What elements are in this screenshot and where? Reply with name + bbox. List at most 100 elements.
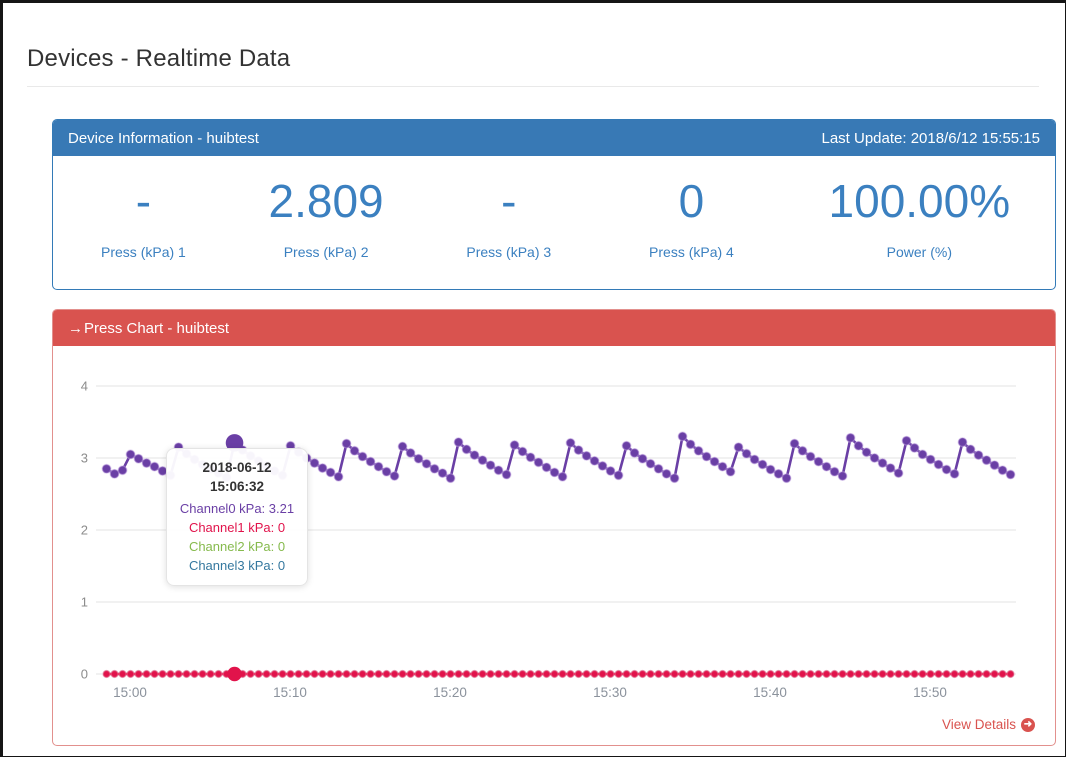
data-point[interactable]: [391, 671, 398, 678]
data-point[interactable]: [398, 442, 407, 451]
data-point[interactable]: [510, 441, 519, 450]
data-point[interactable]: [982, 456, 991, 465]
data-point[interactable]: [839, 671, 846, 678]
data-point[interactable]: [487, 671, 494, 678]
data-point[interactable]: [334, 472, 343, 481]
data-point[interactable]: [423, 671, 430, 678]
data-point[interactable]: [639, 671, 646, 678]
data-point[interactable]: [998, 466, 1007, 475]
data-point[interactable]: [415, 671, 422, 678]
data-point[interactable]: [127, 671, 134, 678]
data-point[interactable]: [975, 671, 982, 678]
data-point[interactable]: [895, 671, 902, 678]
data-point[interactable]: [303, 671, 310, 678]
data-point[interactable]: [655, 671, 662, 678]
view-details-link[interactable]: View Details➜: [942, 717, 1035, 732]
data-point[interactable]: [599, 671, 606, 678]
data-point[interactable]: [638, 454, 647, 463]
data-point[interactable]: [782, 474, 791, 483]
data-point[interactable]: [663, 671, 670, 678]
data-point[interactable]: [350, 447, 359, 456]
data-point[interactable]: [455, 671, 462, 678]
data-point[interactable]: [935, 671, 942, 678]
data-point[interactable]: [687, 671, 694, 678]
data-point[interactable]: [526, 453, 535, 462]
data-point[interactable]: [838, 472, 847, 481]
data-point[interactable]: [910, 444, 919, 453]
data-point[interactable]: [143, 671, 150, 678]
data-point[interactable]: [735, 671, 742, 678]
data-point[interactable]: [871, 671, 878, 678]
data-point[interactable]: [791, 671, 798, 678]
data-point[interactable]: [879, 671, 886, 678]
data-point[interactable]: [678, 432, 687, 441]
data-point[interactable]: [431, 671, 438, 678]
data-point[interactable]: [263, 671, 270, 678]
data-point[interactable]: [919, 671, 926, 678]
data-point[interactable]: [422, 459, 431, 468]
data-point[interactable]: [718, 462, 727, 471]
data-point[interactable]: [750, 455, 759, 464]
data-point[interactable]: [758, 460, 767, 469]
data-point[interactable]: [671, 671, 678, 678]
data-point[interactable]: [999, 671, 1006, 678]
data-point[interactable]: [607, 671, 614, 678]
data-point[interactable]: [911, 671, 918, 678]
data-point[interactable]: [807, 671, 814, 678]
data-point[interactable]: [591, 671, 598, 678]
data-point[interactable]: [134, 454, 143, 463]
data-point[interactable]: [590, 457, 599, 466]
data-point[interactable]: [863, 671, 870, 678]
data-point[interactable]: [983, 671, 990, 678]
data-point[interactable]: [734, 443, 743, 452]
data-point[interactable]: [318, 464, 327, 473]
data-point[interactable]: [815, 671, 822, 678]
data-point[interactable]: [295, 671, 302, 678]
data-point[interactable]: [110, 470, 119, 479]
data-point[interactable]: [407, 671, 414, 678]
active-point-channel1[interactable]: [227, 667, 241, 681]
data-point[interactable]: [335, 671, 342, 678]
data-point[interactable]: [783, 671, 790, 678]
data-point[interactable]: [150, 462, 159, 471]
data-point[interactable]: [454, 438, 463, 447]
data-point[interactable]: [534, 458, 543, 467]
data-point[interactable]: [327, 671, 334, 678]
data-point[interactable]: [726, 467, 735, 476]
data-point[interactable]: [494, 466, 503, 475]
data-point[interactable]: [375, 671, 382, 678]
data-point[interactable]: [319, 671, 326, 678]
data-point[interactable]: [527, 671, 534, 678]
data-point[interactable]: [359, 671, 366, 678]
data-point[interactable]: [575, 671, 582, 678]
data-point[interactable]: [830, 467, 839, 476]
data-point[interactable]: [855, 671, 862, 678]
data-point[interactable]: [495, 671, 502, 678]
data-point[interactable]: [903, 671, 910, 678]
data-point[interactable]: [574, 446, 583, 455]
data-point[interactable]: [614, 471, 623, 480]
data-point[interactable]: [902, 436, 911, 445]
data-point[interactable]: [287, 671, 294, 678]
data-point[interactable]: [159, 671, 166, 678]
data-point[interactable]: [606, 467, 615, 476]
data-point[interactable]: [383, 671, 390, 678]
data-point[interactable]: [310, 459, 319, 468]
data-point[interactable]: [679, 671, 686, 678]
data-point[interactable]: [583, 671, 590, 678]
data-point[interactable]: [446, 474, 455, 483]
data-point[interactable]: [766, 465, 775, 474]
data-point[interactable]: [831, 671, 838, 678]
data-point[interactable]: [255, 671, 262, 678]
data-point[interactable]: [486, 461, 495, 470]
data-point[interactable]: [406, 449, 415, 458]
data-point[interactable]: [463, 671, 470, 678]
data-point[interactable]: [887, 671, 894, 678]
data-point[interactable]: [374, 462, 383, 471]
data-point[interactable]: [631, 671, 638, 678]
data-point[interactable]: [878, 459, 887, 468]
data-point[interactable]: [959, 671, 966, 678]
data-point[interactable]: [790, 439, 799, 448]
data-point[interactable]: [974, 451, 983, 460]
data-point[interactable]: [711, 671, 718, 678]
